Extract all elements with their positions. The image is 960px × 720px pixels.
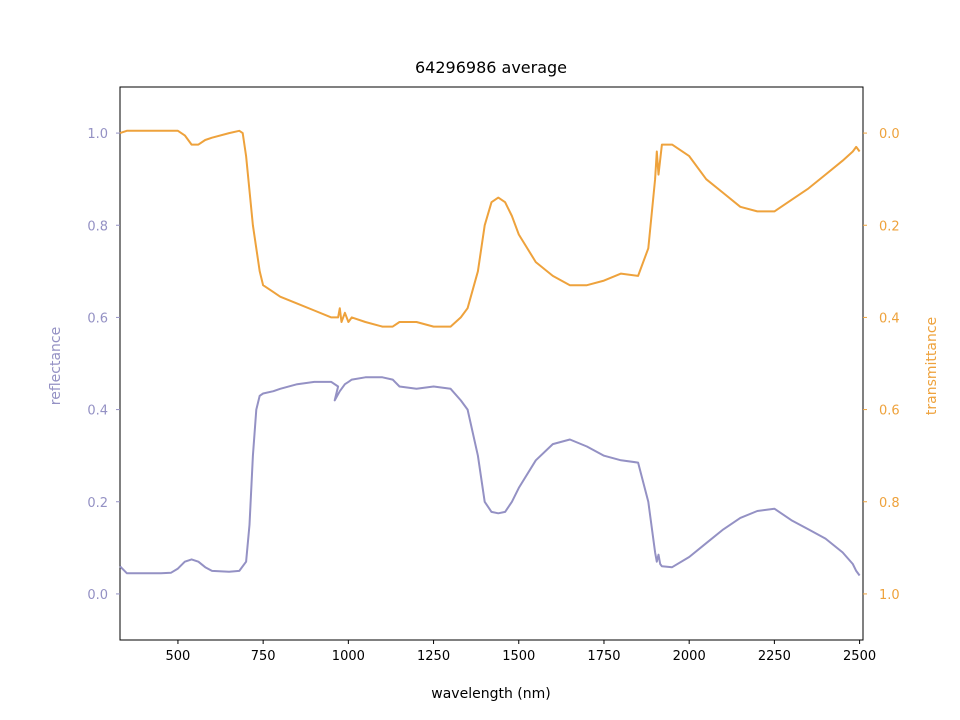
chart-title: 64296986 average bbox=[415, 58, 567, 77]
x-tick-label: 1750 bbox=[587, 649, 620, 664]
x-axis: 500 750 1000 1250 1500 1750 2000 2250 2500 bbox=[166, 640, 876, 664]
x-tick-label: 1000 bbox=[332, 649, 365, 664]
x-tick-label: 1500 bbox=[502, 649, 535, 664]
y-right-tick-label: 0.4 bbox=[879, 311, 900, 326]
y-right-tick-label: 0.8 bbox=[879, 496, 900, 511]
x-tick-label: 1250 bbox=[417, 649, 450, 664]
y-right-tick-label: 1.0 bbox=[879, 588, 900, 603]
x-tick-label: 2250 bbox=[758, 649, 791, 664]
y-left-tick-label: 0.2 bbox=[87, 496, 108, 511]
x-tick-label: 750 bbox=[251, 649, 276, 664]
series-line-transmittance bbox=[119, 129, 861, 328]
x-axis-label: wavelength (nm) bbox=[431, 686, 550, 702]
y-right-tick-label: 0.0 bbox=[879, 127, 900, 142]
y-axis-label-right: transmittance bbox=[924, 317, 940, 415]
y-left-tick-label: 0.4 bbox=[87, 404, 108, 419]
y-left-tick-label: 1.0 bbox=[87, 127, 108, 142]
series-line-reflectance bbox=[119, 376, 861, 577]
y-axis-left: 0.0 0.2 0.4 0.6 0.8 1.0 bbox=[87, 127, 120, 603]
y-axis-label-left: reflectance bbox=[48, 327, 64, 405]
y-left-tick-label: 0.6 bbox=[87, 311, 108, 326]
y-right-tick-label: 0.6 bbox=[879, 404, 900, 419]
x-tick-label: 2000 bbox=[673, 649, 706, 664]
series-lines bbox=[119, 129, 861, 577]
x-tick-label: 500 bbox=[166, 649, 191, 664]
y-left-tick-label: 0.8 bbox=[87, 219, 108, 234]
plot-area-frame bbox=[119, 86, 864, 641]
y-axis-right: 0.0 0.2 0.4 0.6 0.8 1.0 bbox=[863, 127, 900, 603]
y-left-tick-label: 0.0 bbox=[87, 588, 108, 603]
x-tick-label: 2500 bbox=[843, 649, 876, 664]
y-right-tick-label: 0.2 bbox=[879, 219, 900, 234]
